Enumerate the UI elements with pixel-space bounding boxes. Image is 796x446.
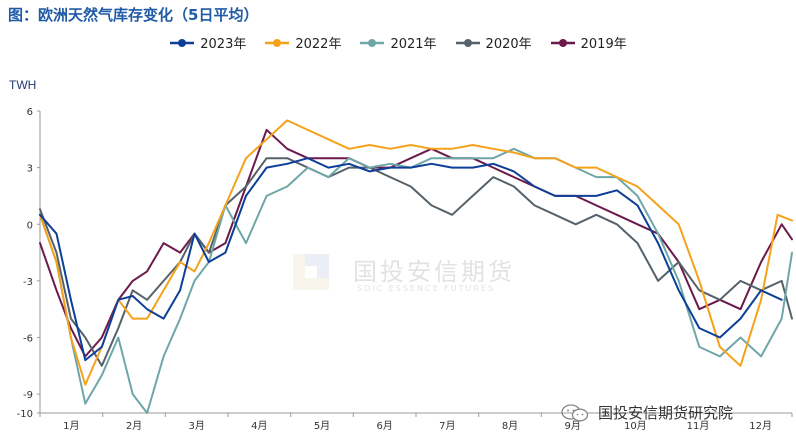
- series-line-2021: [39, 147, 793, 414]
- y-tick-label: 0: [27, 220, 33, 231]
- x-tick-label: 7月: [439, 420, 455, 432]
- legend-swatch: [455, 38, 480, 47]
- series-line-2020: [39, 157, 793, 367]
- series-line-2023: [39, 157, 783, 362]
- legend-label: 2023年: [200, 37, 247, 52]
- y-tick-label: -9: [23, 390, 33, 401]
- x-tick-label: 1月: [63, 420, 79, 432]
- wechat-icon: [561, 403, 589, 421]
- watermark-subtext: SDIC ESSENCE FUTURES: [357, 284, 496, 293]
- x-tick-label: 10月: [624, 420, 647, 432]
- y-tick-label: -3: [23, 277, 33, 288]
- watermark-logo-icon: [293, 254, 329, 290]
- legend-item: 2023年: [169, 33, 246, 52]
- x-tick-label: 11月: [687, 420, 710, 432]
- series-line-2019: [39, 128, 793, 358]
- watermark: 国投安信期货 SDIC ESSENCE FUTURES: [293, 248, 573, 300]
- x-tick-label: 5月: [314, 420, 330, 432]
- y-tick-label: -10: [17, 409, 33, 420]
- legend-swatch: [265, 38, 290, 47]
- legend-label: 2020年: [485, 37, 532, 52]
- y-tick-label: 6: [27, 107, 33, 118]
- legend: 2023年 2022年 2021年 2020年 2019年: [0, 33, 796, 53]
- footer-source: 国投安信期货研究院: [560, 402, 733, 423]
- series-line-2022: [39, 119, 793, 386]
- y-tick-label: 3: [27, 164, 33, 175]
- legend-item: 2020年: [455, 33, 532, 52]
- watermark-text: 国投安信期货: [353, 258, 515, 286]
- legend-swatch: [360, 38, 385, 47]
- legend-item: 2021年: [359, 33, 437, 52]
- x-tick-label: 8月: [502, 420, 518, 432]
- legend-item: 2019年: [550, 33, 627, 52]
- x-tick-label: 9月: [564, 420, 580, 432]
- x-tick-label: 4月: [251, 420, 267, 432]
- x-tick-label: 3月: [188, 420, 204, 432]
- footer-text: 国投安信期货研究院: [598, 404, 734, 422]
- legend-label: 2019年: [580, 37, 627, 52]
- legend-item: 2022年: [264, 33, 341, 52]
- x-tick-label: 12月: [749, 420, 772, 432]
- y-tick-label: -6: [23, 334, 33, 345]
- y-axis-unit: TWH: [9, 78, 37, 92]
- legend-swatch: [550, 38, 575, 47]
- legend-swatch: [170, 38, 195, 47]
- chart-title: 图：欧洲天然气库存变化（5日平均）: [8, 6, 259, 24]
- legend-label: 2021年: [390, 37, 437, 52]
- x-tick-label: 2月: [126, 420, 142, 432]
- legend-label: 2022年: [295, 37, 342, 52]
- x-tick-label: 6月: [376, 420, 392, 432]
